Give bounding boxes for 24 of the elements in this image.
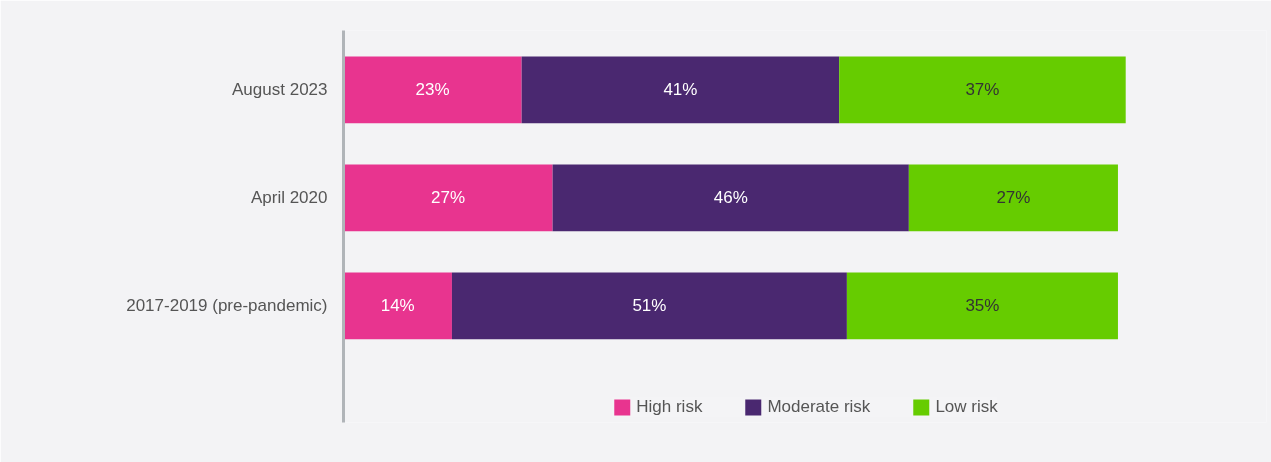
bar [552, 164, 909, 232]
bar [846, 272, 1118, 340]
bar [343, 272, 452, 340]
data-label: 41% [663, 80, 698, 100]
data-label: 37% [965, 80, 1000, 100]
legend-label: High risk [636, 397, 703, 417]
bar [343, 164, 553, 232]
data-label: 23% [415, 80, 450, 100]
bar [839, 56, 1126, 124]
legend-label: Low risk [935, 397, 998, 417]
legend-label: Moderate risk [767, 397, 871, 417]
y-tick-label: April 2020 [250, 188, 328, 208]
data-label: 51% [632, 296, 667, 316]
data-label: 46% [713, 188, 748, 208]
bar [343, 56, 522, 124]
data-label: 35% [965, 296, 1000, 316]
y-tick-label: August 2023 [232, 80, 328, 100]
bar [451, 272, 847, 340]
bar [521, 56, 840, 124]
data-label: 27% [996, 188, 1031, 208]
y-tick-label: 2017-2019 (pre-pandemic) [126, 296, 328, 316]
bar [908, 164, 1118, 232]
data-label: 14% [380, 296, 415, 316]
data-label: 27% [431, 188, 466, 208]
